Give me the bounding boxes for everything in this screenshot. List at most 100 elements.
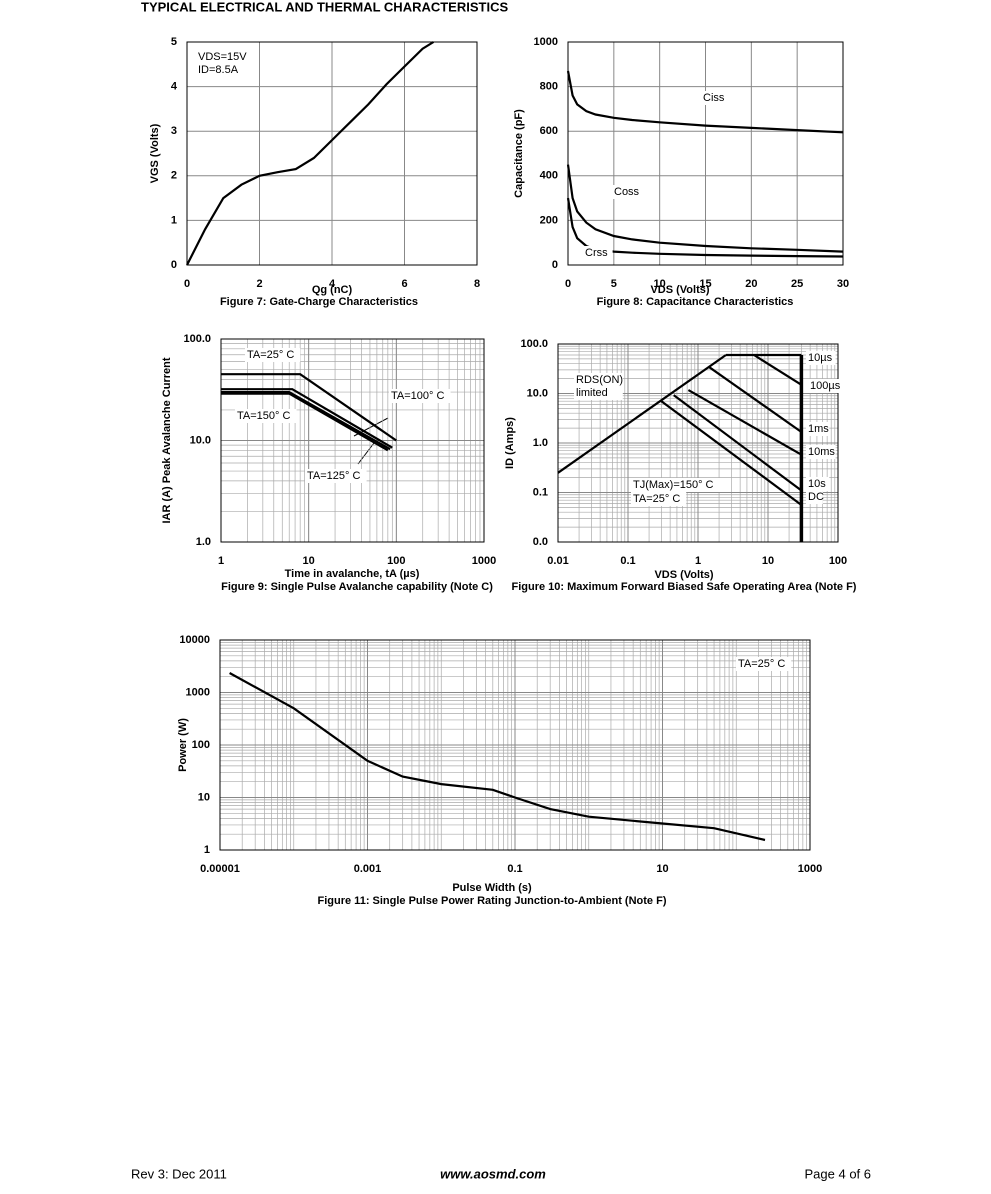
series-line: [221, 392, 389, 452]
figure-title: Figure 9: Single Pulse Avalanche capabil…: [221, 581, 493, 593]
label-bg: [574, 386, 623, 400]
x-tick-label: 1000: [798, 863, 822, 875]
series-line: [221, 373, 397, 442]
footer-url: www.aosmd.com: [440, 1166, 546, 1181]
y-tick-label: 0.0: [533, 536, 548, 548]
y-tick-label: 3: [171, 125, 177, 137]
y-tick-label: 400: [540, 170, 558, 182]
label-bg: [245, 348, 301, 362]
footer-revision: Rev 3: Dec 2011: [131, 1166, 227, 1181]
y-tick-label: 0: [171, 259, 177, 271]
x-tick-label: 0.1: [507, 863, 522, 875]
label-bg: [235, 409, 297, 423]
x-tick-label: 10: [656, 863, 668, 875]
series-label: TA=25° C: [247, 349, 294, 361]
plot-frame: [186, 41, 478, 266]
y-tick-label: 0: [552, 259, 558, 271]
series-label: 10s: [808, 478, 826, 490]
label-bg: [196, 50, 245, 64]
series-line: [660, 400, 803, 506]
x-tick-label: 4: [329, 278, 336, 290]
label-bg: [806, 422, 830, 436]
x-tick-label: 0: [184, 278, 190, 290]
y-axis-label: IAR (A) Peak Avalanche Current: [161, 357, 173, 523]
x-tick-label: 1: [695, 555, 701, 567]
series-label: Ciss: [703, 92, 725, 104]
label-bg: [806, 445, 836, 459]
series-line: [708, 366, 803, 433]
leader-line: [357, 442, 375, 465]
label-bg: [808, 379, 844, 393]
series-line: [186, 41, 435, 266]
label-bg: [806, 490, 823, 504]
series-line: [753, 354, 802, 386]
y-tick-label: 1: [204, 844, 210, 856]
x-tick-label: 1000: [472, 555, 496, 567]
x-tick-label: 100: [829, 555, 847, 567]
x-tick-label: 1: [218, 555, 224, 567]
x-tick-label: 100: [387, 555, 405, 567]
footer-page: Page 4 of 6: [805, 1166, 872, 1181]
series-line: [687, 389, 802, 456]
series-label: TA=100° C: [391, 390, 444, 402]
label-bg: [574, 373, 623, 387]
series-label: TA=150° C: [237, 410, 290, 422]
annotation: RDS(ON): [576, 374, 623, 386]
x-axis-label: VDS (Volts): [654, 569, 713, 581]
figure-title: Figure 11: Single Pulse Power Rating Jun…: [318, 895, 667, 907]
figure-title: Figure 10: Maximum Forward Biased Safe O…: [512, 581, 857, 593]
series-line: [221, 391, 391, 451]
y-tick-label: 100.0: [183, 333, 211, 345]
y-tick-label: 200: [540, 214, 558, 226]
y-tick-label: 1.0: [196, 536, 211, 548]
y-tick-label: 2: [171, 170, 177, 182]
series-line: [566, 70, 844, 134]
annotation: ID=8.5A: [198, 64, 239, 76]
x-tick-label: 6: [401, 278, 407, 290]
plot-frame: [567, 41, 844, 266]
y-tick-label: 600: [540, 125, 558, 137]
y-axis-label: ID (Amps): [504, 417, 516, 469]
x-tick-label: 30: [837, 278, 849, 290]
y-tick-label: 100.0: [520, 338, 548, 350]
label-bg: [701, 91, 731, 105]
series-label: Coss: [614, 186, 640, 198]
y-tick-label: 800: [540, 81, 558, 93]
y-tick-label: 1.0: [533, 437, 548, 449]
series-line: [221, 388, 393, 449]
x-tick-label: 0.1: [620, 555, 635, 567]
series-label: 10µs: [808, 352, 833, 364]
y-tick-label: 0.1: [533, 486, 548, 498]
label-bg: [631, 492, 687, 506]
x-tick-label: 10: [654, 278, 666, 290]
page-header: TYPICAL ELECTRICAL AND THERMAL CHARACTER…: [141, 0, 508, 14]
x-tick-label: 10: [762, 555, 774, 567]
x-tick-label: 0: [565, 278, 571, 290]
x-tick-label: 2: [256, 278, 262, 290]
x-axis-label: Time in avalanche, tA (µs): [285, 568, 420, 580]
y-tick-label: 1: [171, 214, 177, 226]
x-tick-label: 25: [791, 278, 803, 290]
label-bg: [736, 657, 792, 671]
annotation: limited: [576, 387, 608, 399]
plot-frame: [557, 343, 839, 543]
label-bg: [389, 389, 451, 403]
figure-title: Figure 7: Gate-Charge Characteristics: [220, 296, 418, 308]
y-tick-label: 4: [171, 81, 178, 93]
y-tick-label: 100: [192, 739, 210, 751]
x-axis-label: Qg (nC): [312, 284, 353, 296]
annotation: VDS=15V: [198, 51, 247, 63]
series-line: [566, 197, 844, 258]
label-bg: [196, 63, 245, 77]
label-bg: [806, 351, 836, 365]
x-axis-label: VDS (Volts): [650, 284, 709, 296]
label-bg: [583, 246, 613, 260]
series-label: 10ms: [808, 446, 835, 458]
label-bg: [631, 478, 725, 492]
x-axis-label: Pulse Width (s): [452, 882, 532, 894]
x-tick-label: 20: [745, 278, 757, 290]
x-tick-label: 8: [474, 278, 480, 290]
x-tick-label: 10: [303, 555, 315, 567]
